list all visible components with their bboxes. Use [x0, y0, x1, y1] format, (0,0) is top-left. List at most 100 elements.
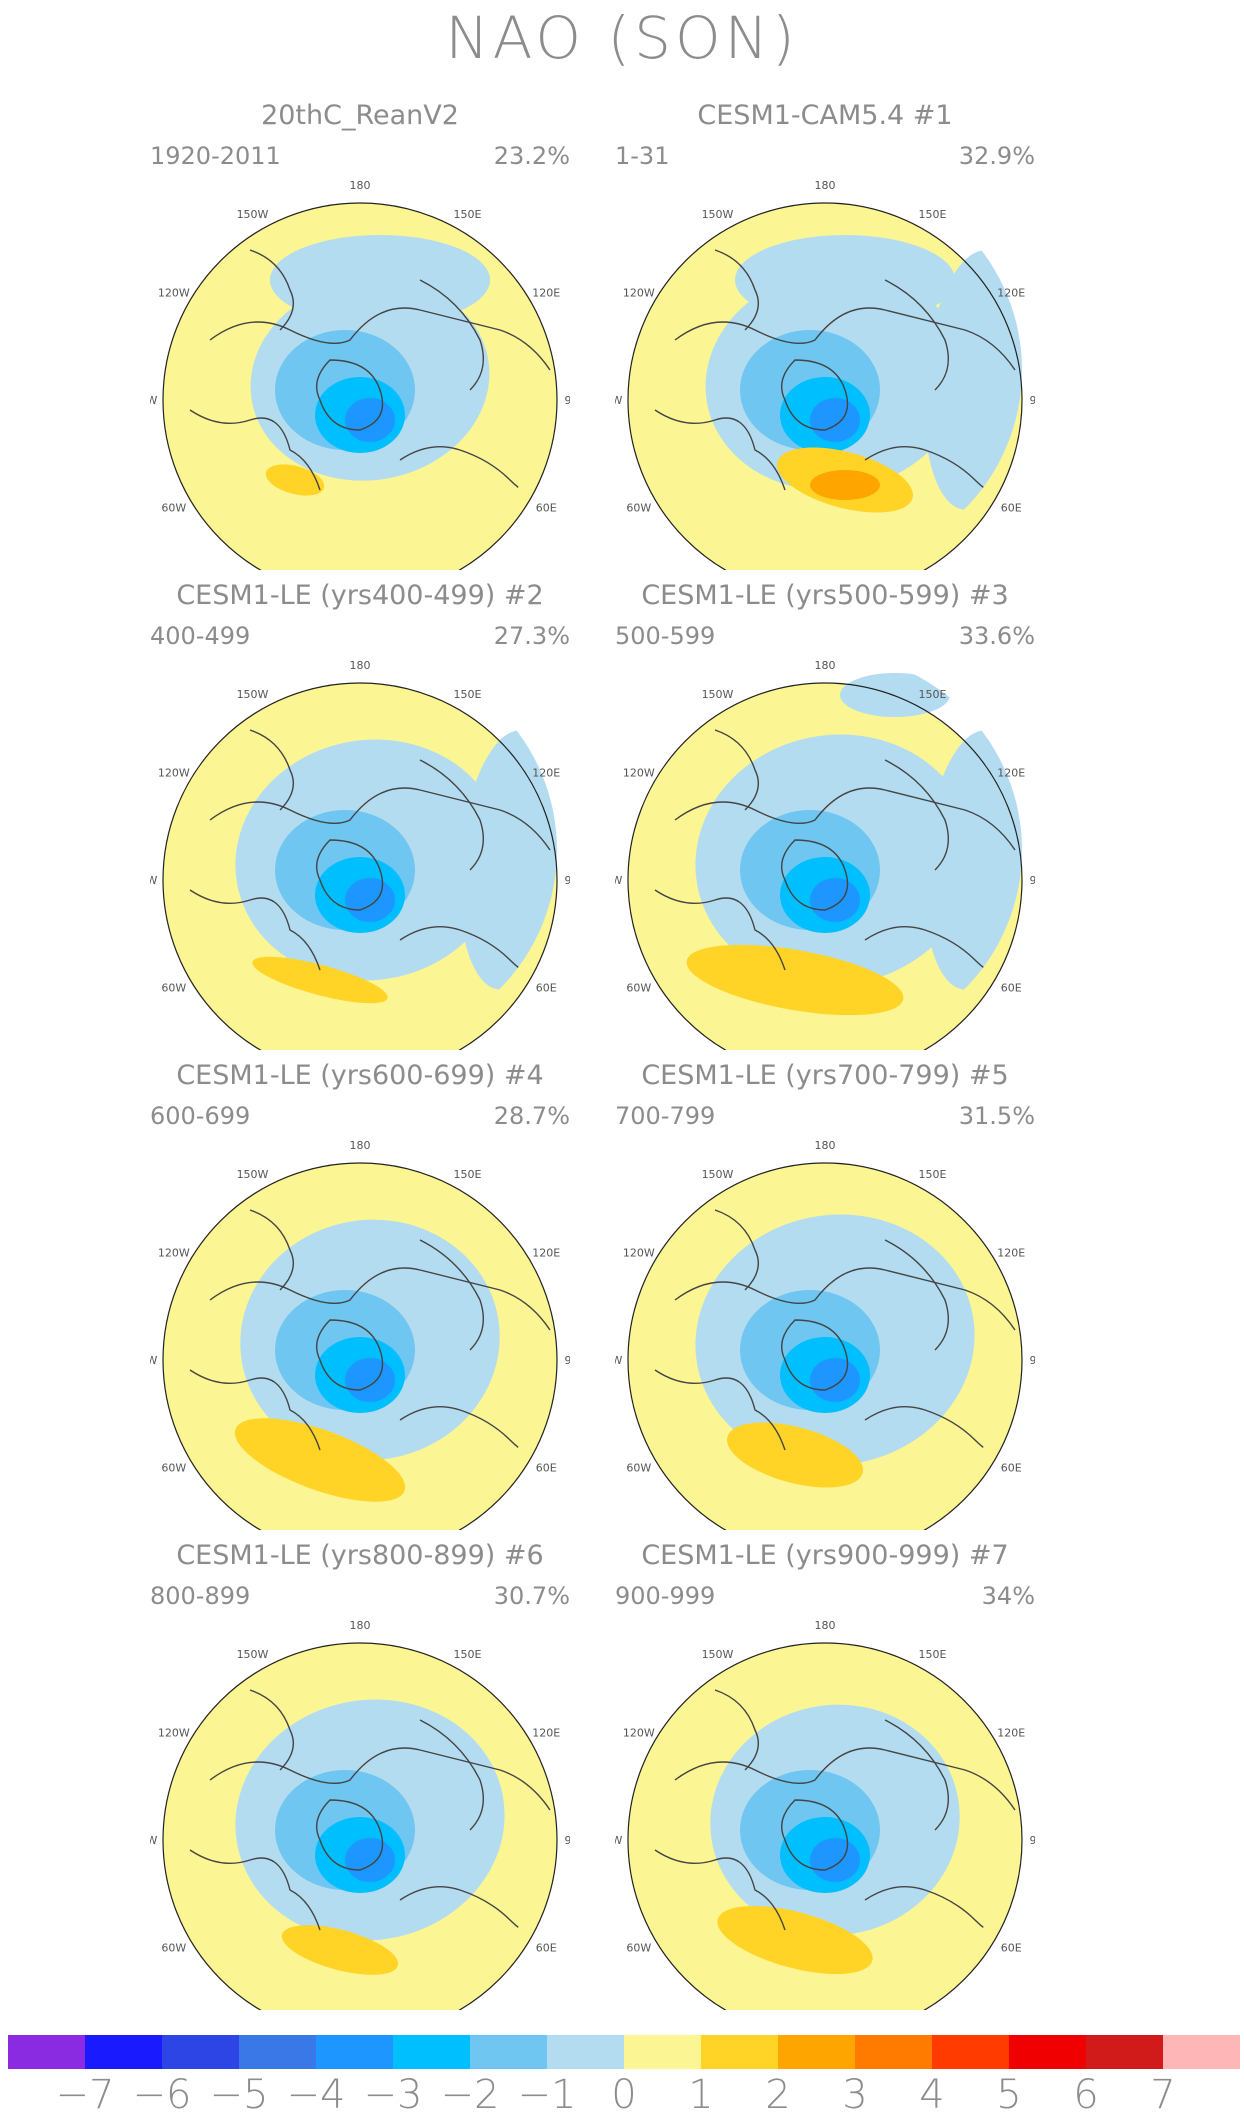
- lon-label: 60E: [1001, 982, 1022, 995]
- polar-map: 180150E120E90E60E30E030W60W90W120W150W: [133, 1090, 586, 1582]
- panel-variance-percent: 33.6%: [958, 622, 1035, 650]
- colorbar-swatch: [239, 2035, 316, 2069]
- panel-year-range: 900-999: [615, 1582, 716, 1610]
- polar-map: 180150E120E90E60E30E030W60W90W120W150W: [598, 610, 1051, 1102]
- colorbar-swatch: [162, 2035, 239, 2069]
- lon-label: 90W: [615, 1354, 623, 1367]
- colorbar-swatch: [1086, 2035, 1163, 2069]
- lon-label: 120W: [623, 1727, 655, 1740]
- lon-label: 150W: [702, 1168, 734, 1181]
- lon-label: 120E: [532, 1247, 560, 1260]
- lon-label: 120E: [532, 287, 560, 300]
- lon-label: 60W: [626, 502, 651, 515]
- lon-label: 90W: [615, 874, 623, 887]
- lon-label: 120W: [623, 767, 655, 780]
- panel-variance-percent: 27.3%: [493, 622, 570, 650]
- lon-label: 150E: [919, 1648, 947, 1661]
- panel-year-range: 600-699: [150, 1102, 251, 1130]
- lon-label: 60E: [536, 982, 557, 995]
- panel-title: 20thC_ReanV2: [261, 100, 459, 131]
- panel-variance-percent: 31.5%: [958, 1102, 1035, 1130]
- lon-label: 90W: [150, 1354, 158, 1367]
- lon-label: 60W: [161, 982, 186, 995]
- panel-title: CESM1-CAM5.4 #1: [697, 100, 953, 131]
- colorbar-swatch: [470, 2035, 547, 2069]
- lon-label: 150E: [454, 208, 482, 221]
- panel-title: CESM1-LE (yrs700-799) #5: [641, 1060, 1009, 1091]
- lon-label: 90W: [615, 394, 623, 407]
- lon-label: 120E: [532, 1727, 560, 1740]
- lon-label: 90W: [150, 1834, 158, 1847]
- colorbar-labels: −7 −6 −5 −4 −3 −2 −1 0 1 2 3 4 5 6 7: [8, 2072, 1240, 2118]
- lon-label: 150E: [919, 688, 947, 701]
- lon-label: 120E: [997, 287, 1025, 300]
- panel-variance-percent: 23.2%: [493, 142, 570, 170]
- lon-label: 120W: [623, 1247, 655, 1260]
- panel-variance-percent: 32.9%: [958, 142, 1035, 170]
- colorbar: [8, 2035, 1240, 2069]
- lon-label: 120E: [532, 767, 560, 780]
- lon-label: 180: [815, 1139, 836, 1152]
- lon-label: 60E: [536, 1462, 557, 1475]
- colorbar-tick-label: 0: [611, 2072, 637, 2118]
- panel-year-range: 1920-2011: [150, 142, 281, 170]
- lon-label: 180: [350, 659, 371, 672]
- lon-label: 90E: [1030, 394, 1035, 407]
- polar-map: 180150E120E90E60E30E030W60W90W120W150W: [598, 1570, 1051, 2062]
- lon-label: 90E: [565, 1834, 570, 1847]
- lon-label: 90E: [1030, 1354, 1035, 1367]
- lon-label: 60E: [536, 1942, 557, 1955]
- lon-label: 120W: [158, 767, 190, 780]
- lon-label: 60W: [161, 1942, 186, 1955]
- lon-label: 60W: [626, 1942, 651, 1955]
- lon-label: 90W: [150, 874, 158, 887]
- lon-label: 180: [350, 1139, 371, 1152]
- lon-label: 150W: [237, 208, 269, 221]
- colorbar-tick-label: 3: [842, 2072, 868, 2118]
- map-panel: CESM1-LE (yrs600-699) #4 600-699 28.7% 180…: [133, 1060, 586, 1582]
- lon-label: 120W: [158, 287, 190, 300]
- polar-map: 180150E120E90E60E30E030W60W90W120W150W: [598, 1090, 1051, 1582]
- map-panel: CESM1-LE (yrs500-599) #3 500-599 33.6% 180…: [598, 580, 1051, 1102]
- panel-title: CESM1-LE (yrs500-599) #3: [641, 580, 1009, 611]
- lon-label: 90E: [1030, 1834, 1035, 1847]
- polar-map: 180150E120E90E60E30E030W60W90W120W150W: [133, 130, 586, 622]
- lon-label: 60E: [1001, 502, 1022, 515]
- panel-year-range: 800-899: [150, 1582, 251, 1610]
- lon-label: 90W: [615, 1834, 623, 1847]
- lon-label: 150W: [702, 208, 734, 221]
- lon-label: 90E: [565, 1354, 570, 1367]
- lon-label: 60E: [536, 502, 557, 515]
- map-panel: CESM1-LE (yrs900-999) #7 900-999 34% 180 15…: [598, 1540, 1051, 2062]
- colorbar-tick-label: 5: [996, 2072, 1022, 2118]
- panel-year-range: 700-799: [615, 1102, 716, 1130]
- lon-label: 60W: [626, 982, 651, 995]
- colorbar-swatch: [778, 2035, 855, 2069]
- lon-label: 120W: [158, 1247, 190, 1260]
- polar-map: 180150E120E90E60E30E030W60W90W120W150W: [133, 610, 586, 1102]
- figure-title: NAO (SON): [445, 4, 799, 72]
- lon-label: 60W: [161, 1462, 186, 1475]
- colorbar-swatch: [1163, 2035, 1240, 2069]
- lon-label: 90E: [565, 394, 570, 407]
- lon-label: 150W: [702, 1648, 734, 1661]
- lon-label: 150W: [702, 688, 734, 701]
- lon-label: 150E: [454, 688, 482, 701]
- colorbar-swatch: [624, 2035, 701, 2069]
- map-panel: 20thC_ReanV2 1920-2011 23.2% 180 150E 120E 90…: [133, 100, 586, 622]
- colorbar-swatch: [932, 2035, 1009, 2069]
- lon-label: 60E: [1001, 1942, 1022, 1955]
- map-panel: CESM1-CAM5.4 #1 1-31 32.9% 180 150E 120E 90E 6…: [598, 100, 1051, 622]
- lon-label: 150E: [454, 1648, 482, 1661]
- colorbar-tick-label: −4: [286, 2072, 346, 2118]
- map-panel: CESM1-LE (yrs700-799) #5 700-799 31.5% 180…: [598, 1060, 1051, 1582]
- lon-label: 150W: [237, 688, 269, 701]
- lon-label: 90E: [1030, 874, 1035, 887]
- lon-label: 60W: [626, 1462, 651, 1475]
- lon-label: 120W: [158, 1727, 190, 1740]
- lon-label: 180: [815, 659, 836, 672]
- panel-variance-percent: 34%: [981, 1582, 1035, 1610]
- lon-label: 120E: [997, 767, 1025, 780]
- colorbar-tick-label: −5: [209, 2072, 269, 2118]
- lon-label: 180: [815, 179, 836, 192]
